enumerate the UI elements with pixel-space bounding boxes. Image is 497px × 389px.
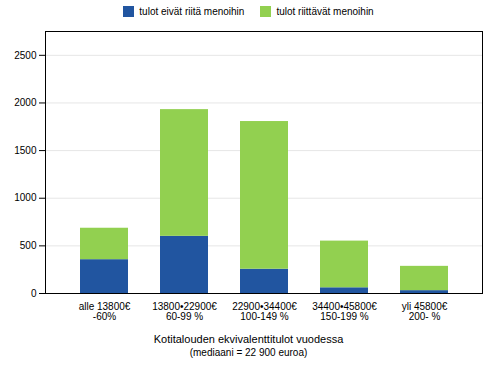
html-text:(mediaani = 22 900 euroa): (mediaani = 22 900 euroa)	[189, 347, 308, 358]
svg-text:2000: 2000	[14, 97, 37, 108]
svg-text:yli 45800€200- %: yli 45800€200- %	[402, 301, 448, 322]
html-text:Kotitalouden ekvivalenttitulot: Kotitalouden ekvivalenttitulot vuodessa	[153, 333, 344, 345]
html-text:tulot riittävät menoihin: tulot riittävät menoihin	[276, 6, 374, 17]
svg-text:34400•45800€150-199 %: 34400•45800€150-199 %	[312, 301, 377, 322]
svg-text:alle 13800€-60%: alle 13800€-60%	[79, 301, 131, 322]
svg-text:2500: 2500	[14, 50, 37, 61]
html-text:tulot eivät riitä menoihin: tulot eivät riitä menoihin	[139, 6, 245, 17]
svg-text:1000: 1000	[14, 192, 37, 203]
svg-text:0: 0	[31, 288, 37, 299]
svg-text:22900•34400€100-149 %: 22900•34400€100-149 %	[232, 301, 297, 322]
svg-text:13800•22900€60-99 %: 13800•22900€60-99 %	[152, 301, 217, 322]
svg-text:500: 500	[20, 240, 37, 251]
svg-text:1500: 1500	[14, 145, 37, 156]
